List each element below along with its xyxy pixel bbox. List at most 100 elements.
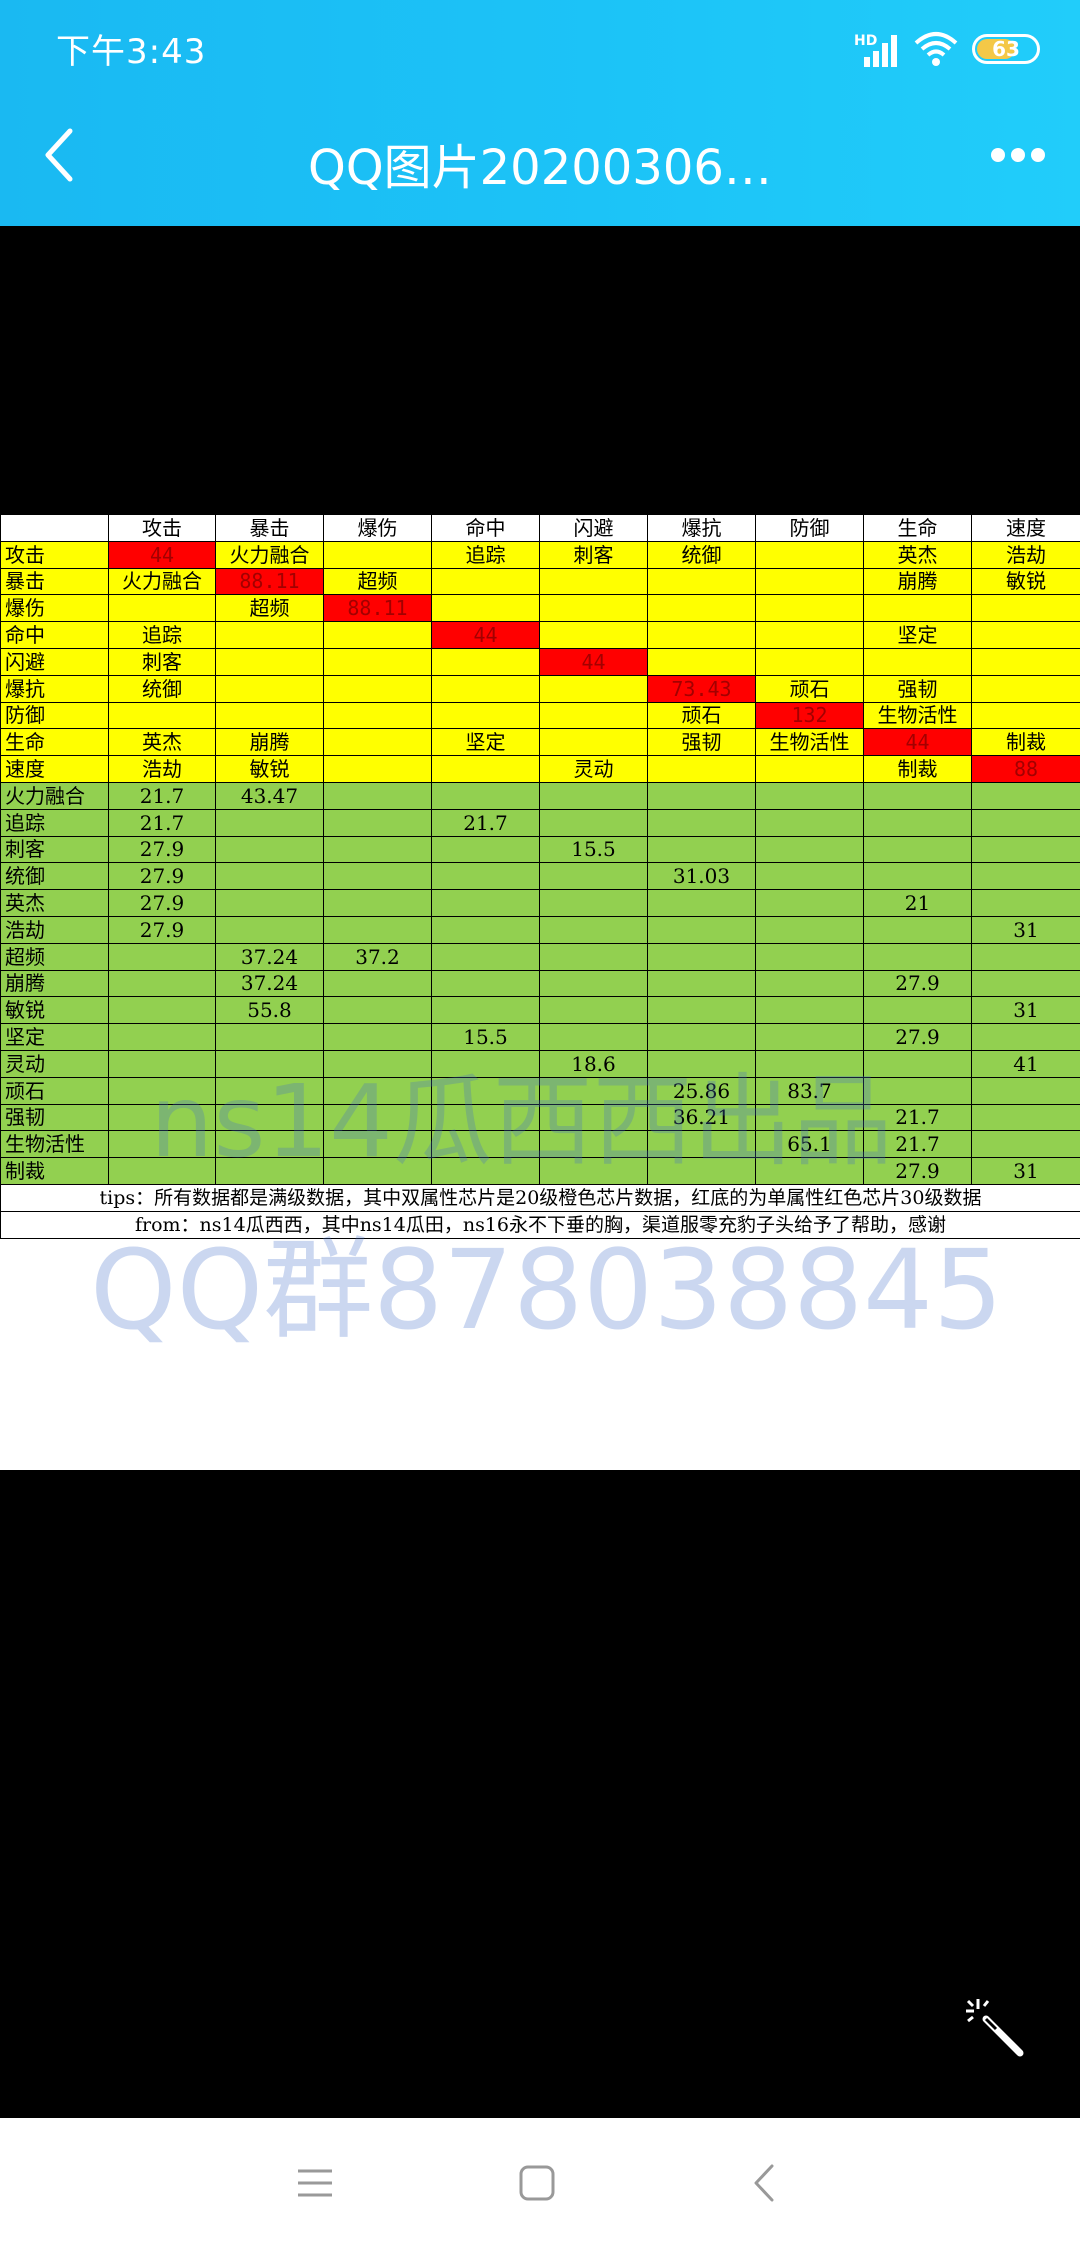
table-cell	[755, 1103, 864, 1132]
table-cell	[863, 647, 972, 676]
table-cell	[863, 781, 972, 810]
column-header: 命中	[431, 514, 540, 542]
table-cell	[971, 1103, 1080, 1132]
table-row: 制裁 27.9 31	[0, 1157, 1080, 1185]
table-cell	[323, 1076, 432, 1105]
table-cell	[971, 835, 1080, 864]
table-cell: 浩劫	[108, 755, 216, 783]
table-cell	[431, 701, 540, 730]
table-cell	[323, 1130, 432, 1159]
table-cell	[539, 594, 648, 623]
table-row: 爆抗 统御 73.43 顽石 强韧	[0, 674, 1080, 703]
status-icons: HD 63	[854, 24, 1040, 74]
row-label: 命中	[0, 621, 109, 649]
table-cell: 顽石	[647, 701, 756, 730]
table-cell	[539, 969, 648, 998]
table-cell	[539, 942, 648, 971]
table-cell	[971, 647, 1080, 676]
table-row: 火力融合 21.7 43.47	[0, 781, 1080, 810]
table-cell	[755, 862, 864, 891]
table-cell: 37.2	[323, 942, 432, 971]
table-cell	[755, 996, 864, 1025]
table-cell	[215, 1157, 324, 1185]
table-cell	[647, 915, 756, 944]
table-cell	[755, 567, 864, 596]
table-cell	[323, 674, 432, 703]
table-cell: 生物活性	[755, 728, 864, 757]
nav-back-icon[interactable]	[740, 2158, 790, 2208]
table-cell: 37.24	[215, 942, 324, 971]
table-cell: 强韧	[647, 728, 756, 757]
row-label: 坚定	[0, 1023, 109, 1051]
table-cell	[539, 621, 648, 649]
table-cell: 41	[971, 1049, 1080, 1078]
table-cell	[431, 1049, 540, 1078]
table-cell: 31	[971, 1157, 1080, 1185]
table-cell: 统御	[108, 674, 216, 703]
home-square-icon[interactable]	[512, 2158, 562, 2208]
row-label: 灵动	[0, 1049, 109, 1078]
status-time: 下午3:43	[56, 32, 207, 72]
row-label: 敏锐	[0, 996, 109, 1025]
table-cell	[755, 647, 864, 676]
table-cell: 44	[863, 728, 972, 757]
table-cell	[215, 701, 324, 730]
table-cell	[755, 755, 864, 783]
column-header: 爆抗	[647, 514, 756, 542]
table-cell	[863, 835, 972, 864]
table-row: 速度 浩劫 敏锐 灵动 制裁 88	[0, 755, 1080, 783]
table-cell	[647, 1023, 756, 1051]
row-label: 爆伤	[0, 594, 109, 623]
table-cell: 追踪	[431, 540, 540, 569]
menu-icon[interactable]	[290, 2158, 340, 2208]
table-cell: 制裁	[971, 728, 1080, 757]
table-row: 生物活性 65.1 21.7	[0, 1130, 1080, 1159]
table-cell	[539, 728, 648, 757]
table-cell	[539, 781, 648, 810]
table-cell: 顽石	[755, 674, 864, 703]
table-cell	[755, 808, 864, 837]
table-cell	[971, 621, 1080, 649]
table-cell	[108, 1023, 216, 1051]
table-cell	[755, 781, 864, 810]
table-cell	[323, 701, 432, 730]
table-cell	[431, 969, 540, 998]
more-options-icon[interactable]	[986, 140, 1050, 170]
magic-wand-icon[interactable]	[960, 1993, 1030, 2063]
table-cell: 21.7	[863, 1103, 972, 1132]
table-cell	[539, 862, 648, 891]
table-cell	[215, 1049, 324, 1078]
table-cell	[431, 755, 540, 783]
table-cell	[755, 540, 864, 569]
table-cell: 27.9	[863, 969, 972, 998]
table-cell	[431, 835, 540, 864]
table-cell	[863, 915, 972, 944]
table-cell: 25.86	[647, 1076, 756, 1105]
table-cell	[215, 915, 324, 944]
table-row: 顽石 25.86 83.7	[0, 1076, 1080, 1105]
table-cell: 18.6	[539, 1049, 648, 1078]
table-cell: 27.9	[108, 835, 216, 864]
table-cell	[647, 594, 756, 623]
table-cell	[431, 1130, 540, 1159]
table-cell: 27.9	[863, 1157, 972, 1185]
row-label: 浩劫	[0, 915, 109, 944]
row-label: 暴击	[0, 567, 109, 596]
table-cell	[539, 1023, 648, 1051]
table-cell	[863, 996, 972, 1025]
back-icon[interactable]	[40, 125, 80, 185]
row-label: 刺客	[0, 835, 109, 864]
table-cell: 43.47	[215, 781, 324, 810]
table-cell	[215, 889, 324, 917]
table-cell	[971, 674, 1080, 703]
column-header: 速度	[971, 514, 1080, 542]
table-cell	[323, 835, 432, 864]
table-cell	[755, 1157, 864, 1185]
table-cell: 88.11	[323, 594, 432, 623]
table-cell: 73.43	[647, 674, 756, 703]
table-cell	[431, 889, 540, 917]
table-cell	[323, 621, 432, 649]
table-cell: 27.9	[108, 915, 216, 944]
table-row: 坚定 15.5 27.9	[0, 1023, 1080, 1051]
table-cell	[539, 996, 648, 1025]
